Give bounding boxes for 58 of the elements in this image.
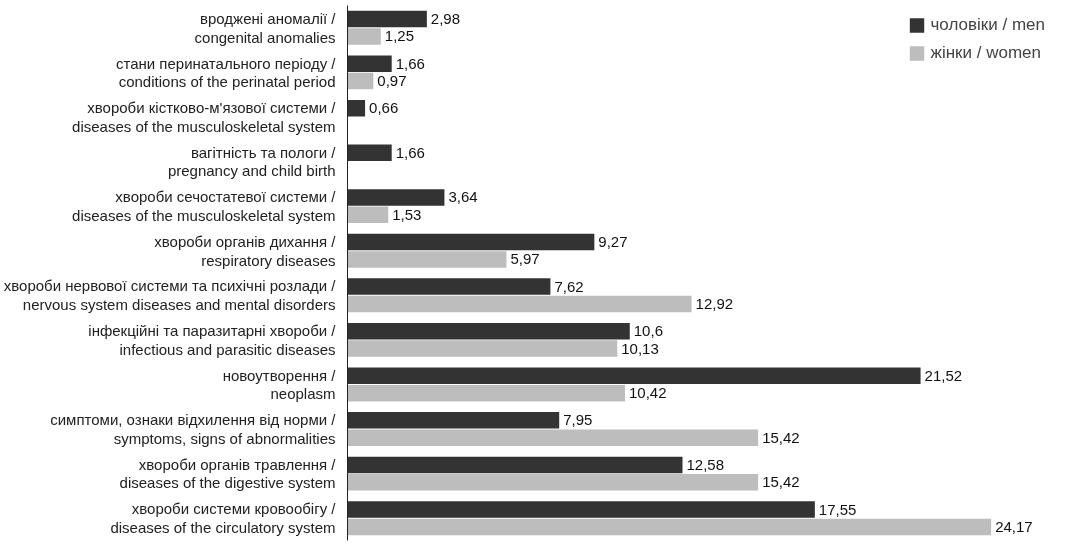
bar (347, 429, 759, 446)
y-tick-label: стани перинатального періоду / conditions of the perinatal period (116, 54, 337, 91)
data-label: 9,27 (598, 233, 628, 251)
data-label: 7,62 (554, 277, 584, 295)
data-label: 10,42 (628, 384, 667, 402)
bar (347, 384, 625, 402)
data-label: 2,98 (430, 10, 461, 28)
data-label: 1,53 (392, 205, 422, 223)
bar (347, 518, 992, 536)
y-tick-label: хвороби нервової системи та психічні розлади / nervous system diseases and mental disorders (3, 277, 337, 314)
data-label: 1,66 (395, 143, 425, 161)
data-label: 15,42 (762, 428, 800, 446)
bar (347, 28, 381, 45)
bar (347, 322, 630, 340)
data-label: 12,58 (686, 455, 725, 473)
data-label: 1,25 (384, 27, 414, 45)
bar (347, 251, 507, 268)
bar (347, 189, 445, 206)
y-tick-label: вроджені аномалії / congenital anomalies (194, 9, 337, 46)
bar (347, 100, 366, 117)
legend-label: чоловіки / men (930, 15, 1045, 35)
data-label: 7,95 (563, 411, 593, 429)
bar (347, 144, 392, 162)
bar (347, 55, 392, 72)
bar (347, 278, 551, 295)
bar (347, 206, 389, 224)
data-label: 1,66 (395, 54, 425, 72)
y-tick-label: хвороби системи кровообігу / diseases of the circulatory system (110, 500, 337, 537)
data-label: 12,92 (695, 294, 734, 312)
y-tick-label: новоутворення / neoplasm (222, 366, 337, 403)
y-tick-label: хвороби сечостатевої системи / diseases of the musculoskeletal system (72, 188, 337, 224)
y-tick-label: хвороби кістково-м'язової системи / diseases of the musculoskeletal system (72, 99, 337, 135)
y-tick-label: вагітність та пологи / pregnancy and child birth (167, 143, 337, 180)
bar (347, 367, 921, 385)
y-tick-label: інфекційні та паразитарні хвороби / infectious and parasitic diseases (88, 322, 337, 358)
bar (347, 233, 595, 251)
bar (347, 456, 683, 474)
bar (347, 501, 815, 518)
bar (347, 295, 692, 313)
data-label: 0,66 (369, 99, 399, 117)
data-label: 24,17 (995, 517, 1033, 535)
bar (347, 474, 759, 491)
y-tick-label: хвороби органів дихання / respiratory diseases (154, 232, 337, 269)
y-tick-label: симптоми, ознаки відхилення від норми / symptoms, signs of abnormalities (50, 411, 337, 447)
data-label: 10,13 (621, 339, 659, 357)
bar (347, 340, 618, 357)
bar (347, 72, 374, 90)
y-tick-label: хвороби органів травлення / diseases of the digestive system (119, 455, 337, 492)
legend-label: жінки / women (930, 43, 1041, 63)
data-label: 17,55 (818, 500, 857, 518)
data-label: 0,97 (377, 72, 407, 90)
bar (347, 10, 427, 28)
data-label: 10,6 (633, 322, 663, 340)
data-label: 15,42 (762, 473, 800, 491)
data-label: 5,97 (510, 250, 540, 268)
bar (347, 412, 560, 429)
data-label: 21,52 (924, 366, 963, 384)
data-label: 3,64 (448, 188, 478, 206)
